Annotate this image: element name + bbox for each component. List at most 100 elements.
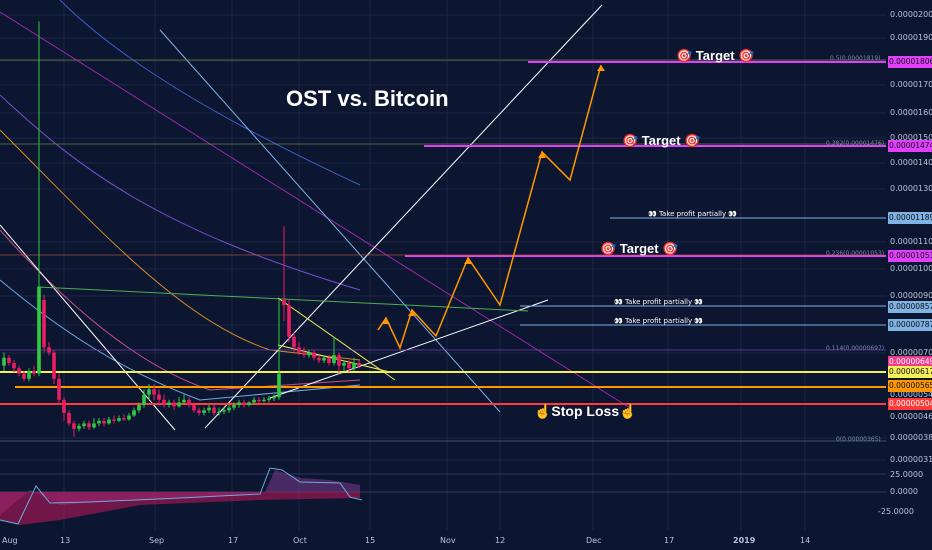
candle-body [17, 368, 21, 374]
price-badge: 0.00000504 [888, 398, 932, 410]
candle-body [102, 420, 106, 424]
candle-body [272, 397, 276, 399]
x-tick: 13 [60, 536, 71, 545]
fib-label: 0.114(0.00000697) [826, 345, 885, 352]
candle-body [122, 418, 126, 420]
candle-body [192, 405, 196, 411]
fib-label: 0.5(0.00001819) [830, 55, 881, 62]
chart-title: OST vs. Bitcoin [286, 86, 449, 111]
candle-body [337, 355, 341, 366]
candle-body [77, 426, 81, 429]
candle-body [197, 410, 201, 413]
candle-body [232, 405, 236, 408]
projected-price-path [377, 64, 602, 351]
candle-body [57, 378, 61, 400]
candle-body [42, 299, 46, 348]
candle-body [282, 299, 286, 306]
candle-body [2, 357, 6, 366]
candle-body [327, 357, 331, 364]
x-tick: Dec [586, 536, 602, 545]
indicator-tick: 25.0000 [890, 470, 924, 479]
target-label-3: 🎯 Target 🎯 [600, 241, 679, 256]
candle-body [117, 418, 121, 421]
candle-body [292, 336, 296, 348]
candle-body [37, 286, 41, 374]
price-badge: 0.00001053 [888, 250, 932, 262]
candle-body [222, 410, 226, 412]
macd-indicator [0, 467, 363, 525]
ma-line-lightblue [0, 279, 361, 401]
take-profit-label-2: 👀 Take profit partially 👀 [614, 298, 704, 306]
candle-body [67, 412, 71, 424]
candle-body [87, 423, 91, 428]
price-badge: 0.00001806 [888, 56, 932, 68]
trendline-white-down [0, 224, 176, 431]
x-tick: 14 [800, 536, 811, 545]
candle-body [217, 411, 221, 413]
grid [0, 14, 886, 461]
candle-body [147, 389, 151, 395]
x-tick: 17 [664, 536, 675, 545]
indicator-tick: -25.0000 [878, 507, 914, 516]
x-tick: 2019 [733, 536, 756, 545]
candle-body [307, 352, 311, 356]
candle-body [302, 352, 306, 356]
candle-body [182, 399, 186, 403]
candle-body [52, 352, 56, 379]
candle-body [47, 347, 51, 353]
candle-body [237, 402, 241, 406]
candle-body [177, 402, 181, 407]
candle-body [342, 363, 346, 366]
candle-body [162, 399, 166, 406]
candlesticks [2, 21, 361, 437]
price-badge: 0.00000565 [888, 380, 932, 392]
candle-body [242, 402, 246, 406]
candle-body [202, 410, 206, 413]
stop-loss-label: ☝Stop Loss☝ [534, 403, 637, 419]
candle-body [317, 357, 321, 361]
arrowhead [408, 310, 416, 316]
candle-body [152, 389, 156, 395]
candle-body [312, 352, 316, 358]
candle-body [252, 399, 256, 403]
ma-line-purple [0, 94, 361, 291]
candle-body [257, 399, 261, 402]
x-tick: Nov [440, 536, 456, 545]
candle-body [262, 399, 266, 402]
candle-body [62, 399, 66, 413]
candle-body [352, 363, 356, 369]
x-tick: 17 [228, 536, 239, 545]
candle-body [187, 399, 191, 406]
candle-body [82, 423, 86, 427]
candle-body [142, 394, 146, 406]
fib-label: 0.236(0.00001053) [826, 250, 885, 257]
candle-body [172, 402, 176, 407]
candle-body [267, 398, 271, 400]
x-tick: Aug [2, 536, 18, 545]
target-label-1: 🎯 Target 🎯 [676, 48, 755, 63]
arrowhead [538, 152, 546, 158]
arrowhead [597, 65, 605, 71]
price-badge: 0.00000857 [888, 301, 932, 313]
candle-body [357, 363, 361, 366]
wedge-upper [277, 297, 396, 381]
candle-body [347, 363, 351, 369]
candle-body [297, 347, 301, 353]
trendline-lightblue [159, 29, 501, 413]
candle-body [32, 370, 36, 374]
candle-body [107, 419, 111, 424]
ma-line-pink [0, 229, 361, 391]
take-profit-label-3: 👀 Take profit partially 👀 [614, 317, 704, 325]
x-tick: Sep [149, 536, 165, 545]
